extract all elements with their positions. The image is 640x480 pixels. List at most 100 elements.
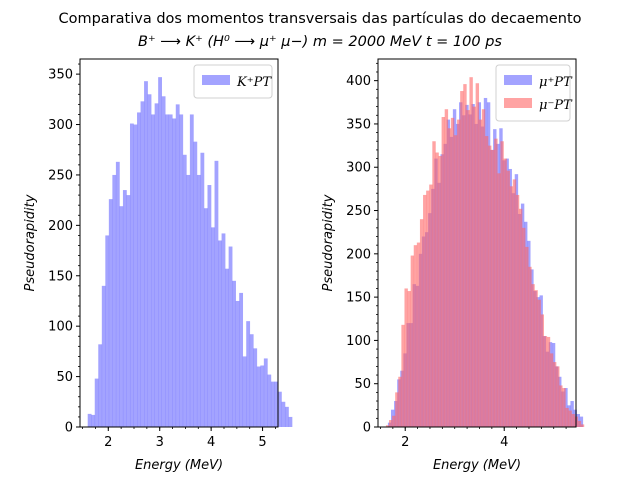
left-bar [112, 174, 117, 427]
right-bar [481, 109, 486, 427]
left-bar [175, 104, 180, 428]
left-bar [158, 77, 162, 428]
right-bar [577, 420, 582, 427]
right-bar [552, 362, 557, 427]
left-bar [288, 416, 293, 427]
right-bar [497, 173, 501, 427]
right-y-axis-ticks: 0 50 100 150 200 250 300 350 400 [346, 62, 378, 436]
left-legend: K⁺PT [193, 64, 273, 99]
left-bar [193, 141, 198, 428]
left-y-tick-label: 100 [48, 320, 73, 335]
right-legend-label-mu-plus: μ⁺PT [539, 75, 573, 90]
right-bar [515, 194, 520, 427]
left-bar [91, 414, 96, 427]
left-y-tick-label: 250 [48, 168, 73, 183]
right-x-tick-label: 2 [401, 435, 409, 450]
left-bar [133, 124, 138, 427]
right-bar [562, 388, 566, 427]
left-bar [101, 285, 106, 427]
left-bar [200, 152, 205, 427]
right-y-tick-label: 150 [346, 291, 371, 306]
left-y-tick-label: 300 [48, 118, 73, 133]
right-bar [537, 299, 541, 427]
left-bar [144, 81, 148, 428]
left-bar [126, 195, 131, 427]
left-x-axis-ticks: 2 3 4 5 [82, 427, 276, 450]
right-y-axis-label: Pseudorapidity [321, 194, 336, 291]
left-legend-label-k-plus: K⁺PT [236, 75, 272, 90]
right-bar [435, 152, 439, 427]
left-y-tick-label: 350 [48, 68, 73, 83]
right-bar [534, 290, 538, 427]
right-bar [463, 84, 467, 428]
left-bar [151, 114, 155, 427]
left-bar [239, 292, 244, 427]
left-bar [246, 321, 251, 427]
right-y-tick-label: 250 [346, 204, 371, 219]
right-bar [457, 119, 461, 428]
left-bar [129, 123, 134, 427]
figure-title-line-2: B⁺ ⟶ K⁺ (H⁰ ⟶ μ⁺ μ−) m = 2000 MeV t = 10… [138, 34, 502, 50]
left-bar [235, 300, 240, 427]
right-histogram-bars-mu-minus [385, 77, 585, 428]
left-y-tick-label: 200 [48, 219, 73, 234]
left-bar [281, 401, 286, 427]
right-bar [518, 208, 523, 427]
left-x-tick-label: 5 [258, 435, 266, 450]
right-bar [556, 366, 560, 427]
left-bar [186, 174, 191, 427]
left-bar [256, 366, 261, 427]
left-bar [253, 348, 258, 427]
right-bar [531, 284, 535, 427]
left-x-tick-label: 2 [104, 435, 112, 450]
left-bar [284, 406, 289, 427]
right-legend-swatch-mu-plus [504, 75, 532, 85]
right-bar [423, 194, 427, 427]
left-bar [154, 103, 159, 428]
left-bar [140, 101, 145, 427]
right-bar [488, 145, 492, 427]
right-bar [568, 410, 572, 427]
right-bar [491, 149, 495, 428]
right-bar [438, 155, 442, 428]
right-bar [543, 336, 548, 427]
left-x-tick-label: 3 [156, 435, 164, 450]
left-bar [249, 334, 254, 427]
left-legend-swatch-k-plus [202, 75, 230, 85]
right-bar [484, 136, 489, 427]
left-y-tick-label: 0 [65, 421, 73, 436]
right-bar [426, 190, 430, 427]
left-y-tick-label: 50 [56, 370, 73, 385]
right-y-tick-label: 0 [363, 421, 371, 436]
left-bar [189, 114, 194, 427]
left-bar [270, 381, 275, 427]
left-histogram-bars [87, 77, 293, 428]
right-bar [525, 246, 529, 427]
right-bar [472, 106, 476, 428]
right-bar [580, 424, 585, 427]
left-bar [225, 268, 229, 427]
left-bar [218, 240, 222, 427]
right-bar [500, 141, 504, 427]
left-bar [122, 190, 127, 427]
left-legend-box [193, 64, 273, 99]
left-bar [274, 381, 279, 427]
right-bar [546, 336, 551, 427]
right-bar [432, 141, 436, 427]
right-bar [579, 416, 584, 427]
right-bar [450, 117, 455, 427]
left-y-tick-label: 150 [48, 269, 73, 284]
left-bar [165, 114, 170, 427]
left-bar [137, 112, 141, 427]
right-bar [509, 186, 514, 427]
left-bar [179, 114, 184, 427]
left-bar [207, 185, 212, 427]
left-x-axis-label: Energy (MeV) [135, 458, 223, 473]
right-bar [466, 110, 470, 427]
left-bar [98, 344, 103, 427]
right-legend-label-mu-minus: μ⁻PT [539, 98, 573, 113]
right-bar [460, 91, 464, 427]
right-bar [441, 117, 445, 427]
left-bar [263, 358, 268, 427]
